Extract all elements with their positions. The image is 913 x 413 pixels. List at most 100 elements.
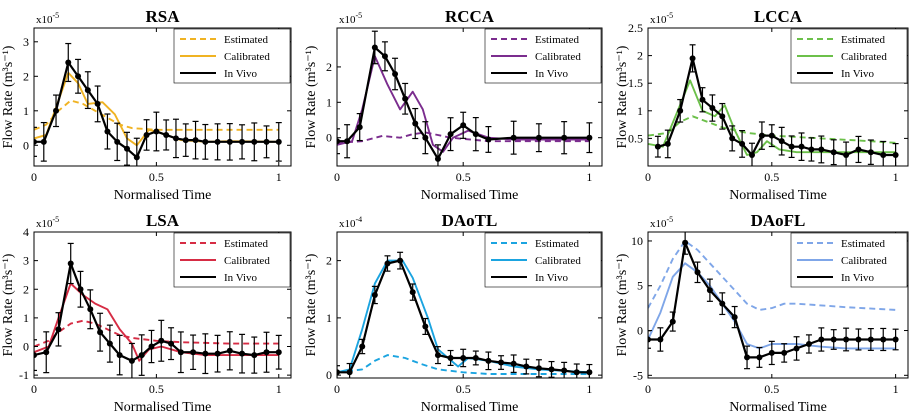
data-point [719, 300, 726, 307]
data-point [677, 107, 684, 114]
data-point [818, 146, 825, 153]
data-point [55, 326, 62, 333]
data-point [729, 135, 736, 142]
data-point [843, 336, 850, 343]
x-tick-label: 0 [334, 170, 340, 184]
data-point [226, 138, 233, 145]
data-point [892, 336, 899, 343]
plot-area [337, 30, 593, 166]
data-point [892, 151, 899, 158]
data-point [422, 323, 429, 330]
data-point [53, 107, 60, 114]
data-point [371, 291, 378, 298]
legend-label: Estimated [535, 238, 579, 250]
data-point [586, 369, 593, 376]
data-point [153, 128, 160, 135]
y-tick-label: 1 [23, 104, 29, 118]
y-axis-label: Flow Rate (m³s⁻¹) [304, 45, 319, 148]
y-tick-label: 0 [23, 138, 29, 152]
data-point [65, 59, 72, 66]
x-tick-label: 0 [31, 382, 37, 396]
x-tick-label: 0.5 [149, 382, 164, 396]
data-point [654, 143, 661, 150]
data-point [94, 100, 101, 107]
panel-rsa: 0 0.5 1 0 1 2 3 x10-5 RSA Normalised Time Flow Rat… [1, 7, 292, 203]
data-point [190, 349, 197, 356]
panel-title: RSA [145, 7, 180, 26]
data-point [124, 145, 131, 152]
x-tick-label: 0.5 [764, 170, 779, 184]
data-point [880, 336, 887, 343]
x-tick-label: 0 [31, 170, 37, 184]
data-point [586, 134, 593, 141]
x-axis-label: Normalised Time [421, 188, 519, 203]
data-point [689, 55, 696, 62]
data-point [739, 140, 746, 147]
data-point [758, 132, 765, 139]
y-tick-label: 10 [631, 234, 643, 248]
data-point [133, 154, 140, 161]
data-point [709, 105, 716, 112]
legend-label: Calibrated [841, 255, 887, 267]
y-tick-label: 2 [23, 282, 29, 296]
data-point [381, 53, 388, 60]
data-point [561, 134, 568, 141]
y-tick-label: -5 [633, 368, 643, 382]
data-point [744, 354, 751, 361]
data-point [84, 87, 91, 94]
data-point [781, 349, 788, 356]
axes-frame [33, 27, 292, 167]
plot-area [34, 242, 282, 378]
data-point [34, 138, 37, 145]
data-point [561, 367, 568, 374]
legend-label: Calibrated [535, 255, 581, 267]
data-point [788, 143, 795, 150]
data-point [694, 269, 701, 276]
y-tick-label: 2.5 [628, 21, 643, 35]
data-point [498, 359, 505, 366]
data-point [460, 122, 467, 129]
y-axis-label: Flow Rate (m³s⁻¹) [1, 253, 16, 356]
data-point [523, 363, 530, 370]
data-point [778, 138, 785, 145]
panel-title: LSA [146, 211, 180, 230]
plot-area [648, 44, 899, 166]
x-tick-label: 0 [645, 170, 651, 184]
data-point [830, 336, 837, 343]
data-point [756, 354, 763, 361]
plot-area [648, 232, 899, 370]
data-point [172, 135, 179, 142]
axes-frame [33, 231, 292, 379]
data-point [798, 143, 805, 150]
data-point [87, 306, 94, 313]
data-point [397, 257, 404, 264]
data-point [805, 340, 812, 347]
x-tick-label: 1 [893, 382, 899, 396]
data-point [114, 138, 121, 145]
data-point [392, 71, 399, 77]
x-axis-label: Normalised Time [729, 188, 827, 203]
data-point [75, 73, 82, 80]
data-point [202, 350, 209, 357]
legend-label: Estimated [535, 34, 579, 46]
x-tick-label: 1 [586, 382, 592, 396]
x-tick-label: 0.5 [764, 382, 779, 396]
data-point [192, 137, 199, 144]
data-point [855, 146, 862, 153]
legend: Estimated Calibrated In Vivo [484, 232, 602, 288]
data-point [214, 138, 221, 145]
data-point [472, 354, 479, 361]
data-point [719, 113, 726, 120]
axes-frame [647, 27, 909, 167]
data-point [867, 336, 874, 343]
data-point [768, 349, 775, 356]
y-tick-label: 1 [637, 104, 643, 118]
data-point [346, 369, 353, 376]
data-point [344, 138, 351, 145]
x-tick-label: 1 [276, 382, 282, 396]
x-axis-label: Normalised Time [114, 400, 212, 413]
data-point [657, 336, 664, 343]
data-point [485, 136, 492, 143]
